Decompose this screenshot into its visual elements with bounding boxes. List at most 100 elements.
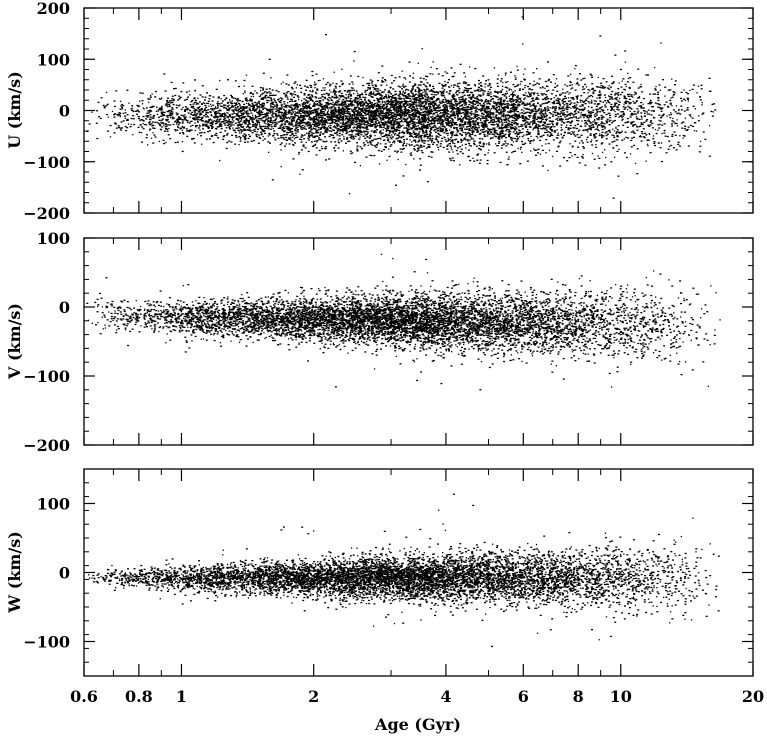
u-point — [428, 120, 430, 122]
u-point — [145, 107, 148, 109]
u-point — [305, 102, 307, 104]
u-point — [573, 133, 576, 136]
u-point — [249, 126, 252, 128]
u-point — [275, 110, 278, 112]
u-point — [403, 113, 405, 115]
u-point — [279, 127, 282, 129]
u-point — [165, 125, 168, 127]
u-point — [419, 120, 422, 122]
u-point — [382, 126, 385, 128]
u-point — [315, 129, 318, 132]
u-point — [407, 113, 410, 115]
u-point — [468, 123, 471, 125]
u-point — [605, 156, 607, 159]
u-point — [327, 94, 330, 96]
u-point — [436, 144, 439, 146]
u-point — [479, 84, 482, 87]
u-point — [533, 122, 536, 124]
u-point — [402, 83, 404, 85]
u-point — [238, 100, 241, 102]
u-point — [462, 91, 465, 93]
u-point — [398, 122, 401, 125]
u-point — [319, 104, 321, 106]
u-point — [431, 123, 434, 125]
u-point — [518, 132, 521, 134]
u-point — [296, 136, 299, 138]
u-point — [256, 128, 259, 130]
u-point — [161, 97, 163, 99]
u-point — [207, 120, 210, 122]
u-point — [421, 109, 423, 111]
u-point — [539, 116, 542, 119]
u-point — [288, 143, 291, 145]
u-point — [650, 99, 652, 101]
u-point — [562, 106, 565, 108]
u-point — [245, 121, 248, 123]
u-point — [336, 131, 339, 133]
u-point — [509, 109, 512, 111]
u-point — [344, 105, 347, 108]
u-point — [246, 102, 248, 104]
u-point — [264, 116, 267, 118]
u-point — [630, 114, 633, 116]
u-point — [384, 143, 387, 145]
u-point — [468, 108, 471, 111]
u-point — [401, 88, 404, 90]
u-point — [263, 92, 265, 94]
u-point — [232, 127, 234, 129]
u-point — [267, 116, 270, 119]
u-point — [421, 139, 424, 141]
u-point — [462, 92, 464, 94]
u-point — [713, 103, 716, 105]
u-point — [166, 101, 168, 103]
u-point — [390, 115, 393, 117]
u-point — [371, 80, 374, 82]
u-point — [512, 96, 514, 98]
u-point — [575, 112, 578, 115]
u-point — [473, 143, 476, 146]
u-point — [114, 113, 116, 115]
u-point — [607, 120, 609, 122]
u-point — [681, 127, 684, 129]
u-point — [374, 138, 377, 140]
u-point — [604, 128, 606, 130]
u-point — [502, 112, 505, 114]
u-point — [410, 117, 413, 119]
u-point — [434, 108, 437, 110]
u-point — [338, 111, 341, 113]
u-point — [513, 111, 515, 113]
u-point — [437, 107, 440, 109]
u-point — [535, 123, 538, 125]
u-point — [711, 103, 714, 105]
u-point — [334, 93, 336, 96]
u-point — [205, 110, 208, 112]
u-point — [438, 107, 441, 109]
u-point — [532, 129, 534, 131]
u-point — [569, 151, 572, 154]
u-point — [364, 117, 367, 119]
u-point — [633, 113, 636, 115]
u-point — [416, 122, 418, 124]
u-point — [364, 111, 367, 113]
u-point — [215, 111, 218, 113]
u-point — [284, 116, 287, 118]
u-point — [336, 134, 339, 136]
u-point — [319, 105, 322, 107]
u-point — [237, 125, 239, 127]
u-point — [216, 102, 219, 105]
u-point — [298, 153, 300, 155]
u-point — [337, 112, 340, 114]
u-point — [310, 128, 312, 130]
u-point — [416, 144, 419, 146]
u-point — [627, 105, 629, 107]
u-point — [514, 126, 516, 128]
u-point — [206, 112, 209, 114]
u-point — [235, 118, 238, 120]
u-point — [614, 92, 617, 94]
u-point — [403, 92, 406, 94]
u-point — [652, 93, 655, 95]
u-point — [127, 123, 130, 125]
u-point — [332, 126, 335, 128]
u-point — [237, 115, 240, 117]
u-point — [411, 111, 413, 113]
